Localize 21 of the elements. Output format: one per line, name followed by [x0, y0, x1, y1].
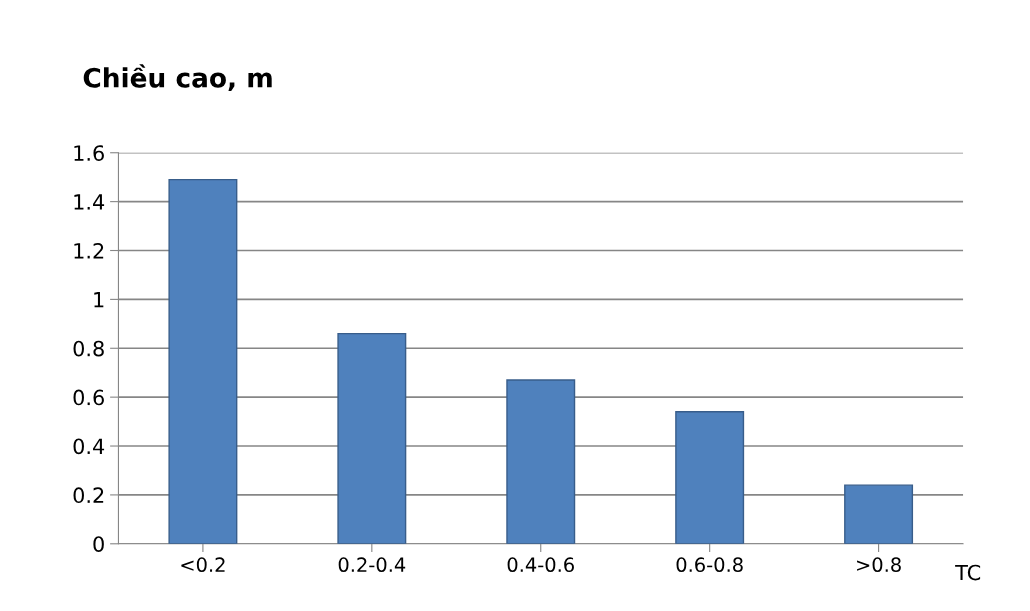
- x-tick-label: 0.4-0.6: [507, 557, 574, 573]
- x-tick-label: >0.8: [857, 557, 901, 573]
- y-tick-label: 0.4: [73, 438, 105, 455]
- y-tick-label: 1: [94, 292, 104, 308]
- x-tick-label: 0.6-0.8: [676, 557, 743, 573]
- y-axis-title: Chiều cao, m: [83, 64, 272, 92]
- bar: [844, 484, 914, 544]
- y-tick-label: 0.8: [73, 340, 104, 357]
- y-tick-label: 0.2: [73, 487, 104, 504]
- bar: [506, 379, 576, 544]
- x-axis-title: TC: [955, 564, 981, 581]
- y-tick-label: 1.6: [74, 145, 104, 161]
- bar: [168, 178, 238, 544]
- y-tick-label: 1.2: [74, 242, 104, 259]
- x-tick-label: <0.2: [181, 557, 225, 573]
- y-tick-label: 1.4: [74, 194, 105, 210]
- bar: [337, 332, 407, 544]
- y-tick-label: 0: [93, 536, 104, 552]
- bar: [675, 411, 745, 544]
- x-tick-label: 0.2-0.4: [338, 557, 406, 573]
- y-tick-label: 0.6: [73, 389, 104, 406]
